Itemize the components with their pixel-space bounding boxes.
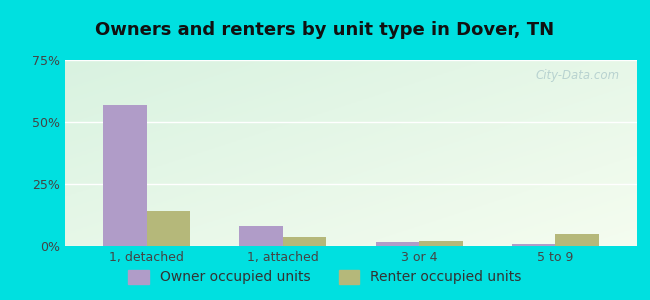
Bar (239, 226, 283, 246)
Bar (376, 242, 419, 246)
Bar (512, 244, 555, 246)
Bar (147, 211, 190, 246)
Bar (103, 105, 147, 246)
Text: Owners and renters by unit type in Dover, TN: Owners and renters by unit type in Dover… (96, 21, 554, 39)
Bar (555, 234, 599, 246)
Bar (283, 237, 326, 246)
Legend: Owner occupied units, Renter occupied units: Owner occupied units, Renter occupied un… (123, 264, 527, 290)
Text: City-Data.com: City-Data.com (536, 69, 620, 82)
Bar (419, 241, 463, 246)
